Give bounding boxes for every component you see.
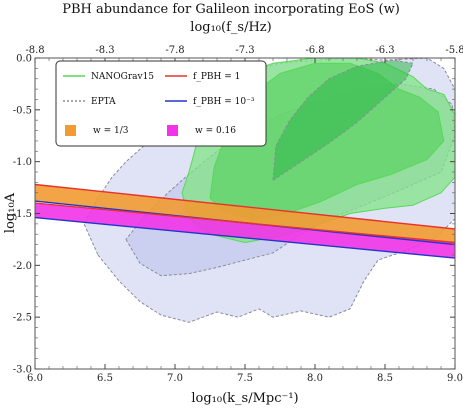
legend-f-pbh-10-label: f_PBH = 10⁻³ [193, 97, 255, 107]
y-tick-label: -1.5 [13, 209, 32, 220]
chart-title: PBH abundance for Galileon incorporating… [62, 2, 400, 17]
legend-w-0-16-label: w = 0.16 [195, 126, 236, 136]
legend-epta-label: EPTA [91, 97, 116, 107]
legend-w-1-3-swatch [65, 125, 76, 136]
posterior-contours [83, 57, 456, 323]
band-w-0-16 [35, 203, 455, 259]
y-tick-label: -2.0 [13, 261, 32, 272]
y-tick-label: -0.5 [13, 105, 32, 116]
legend-nanograv15-label: NANOGrav15 [91, 72, 154, 82]
x-tick-label: 7.5 [237, 373, 253, 384]
abundance-lines [34, 183, 456, 259]
y-tick-label: 0.0 [16, 54, 32, 65]
x-tick-label: 8.5 [377, 373, 393, 384]
legend-f-pbh-1-label: f_PBH = 1 [193, 72, 240, 82]
line-f-pbh-10-4 [34, 216, 456, 259]
top-tick-label: -8.8 [25, 45, 44, 56]
x-tick-label: 7.0 [167, 373, 183, 384]
y-tick-label: -3.0 [13, 365, 32, 376]
top-tick-label: -7.8 [165, 45, 184, 56]
y-axis-label: log₁₀A [3, 192, 18, 233]
x-tick-label: 6.5 [97, 373, 113, 384]
top-tick-label: -8.3 [95, 45, 114, 56]
top-tick-label: -6.8 [305, 45, 324, 56]
band-w-1-3 [35, 184, 455, 245]
top-tick-label: -7.3 [235, 45, 254, 56]
nanograv15-contour-inner [272, 59, 414, 181]
x-tick-label: 9.0 [447, 373, 463, 384]
legend-w-0-16-swatch [167, 125, 178, 136]
x-axis-label: log₁₀(k_s/Mpc⁻¹) [191, 391, 298, 406]
axis-ticks: 6.0 6.5 7.0 7.5 8.0 8.5 9.0 -8.8 -8.3 -7.8 -7.3 -6.… [13, 45, 463, 384]
y-tick-label: -1.0 [13, 157, 32, 168]
x-tick-label: 8.0 [307, 373, 323, 384]
line-f-pbh-1-3 [34, 202, 456, 244]
top-axis-label: log₁₀(f_s/Hz) [190, 20, 271, 35]
top-tick-label: -5.8 [445, 45, 463, 56]
line-f-pbh-1-1 [34, 183, 456, 230]
top-tick-label: -6.3 [375, 45, 394, 56]
legend-w-1-3-label: w = 1/3 [93, 126, 129, 136]
legend: NANOGrav15 f_PBH = 1 EPTA f_PBH = 10⁻³ w = 1… [55, 60, 267, 147]
legend-box [55, 60, 267, 147]
x-tick-label: 6.0 [27, 373, 43, 384]
y-tick-label: -2.5 [13, 313, 32, 324]
abundance-bands [35, 184, 455, 259]
